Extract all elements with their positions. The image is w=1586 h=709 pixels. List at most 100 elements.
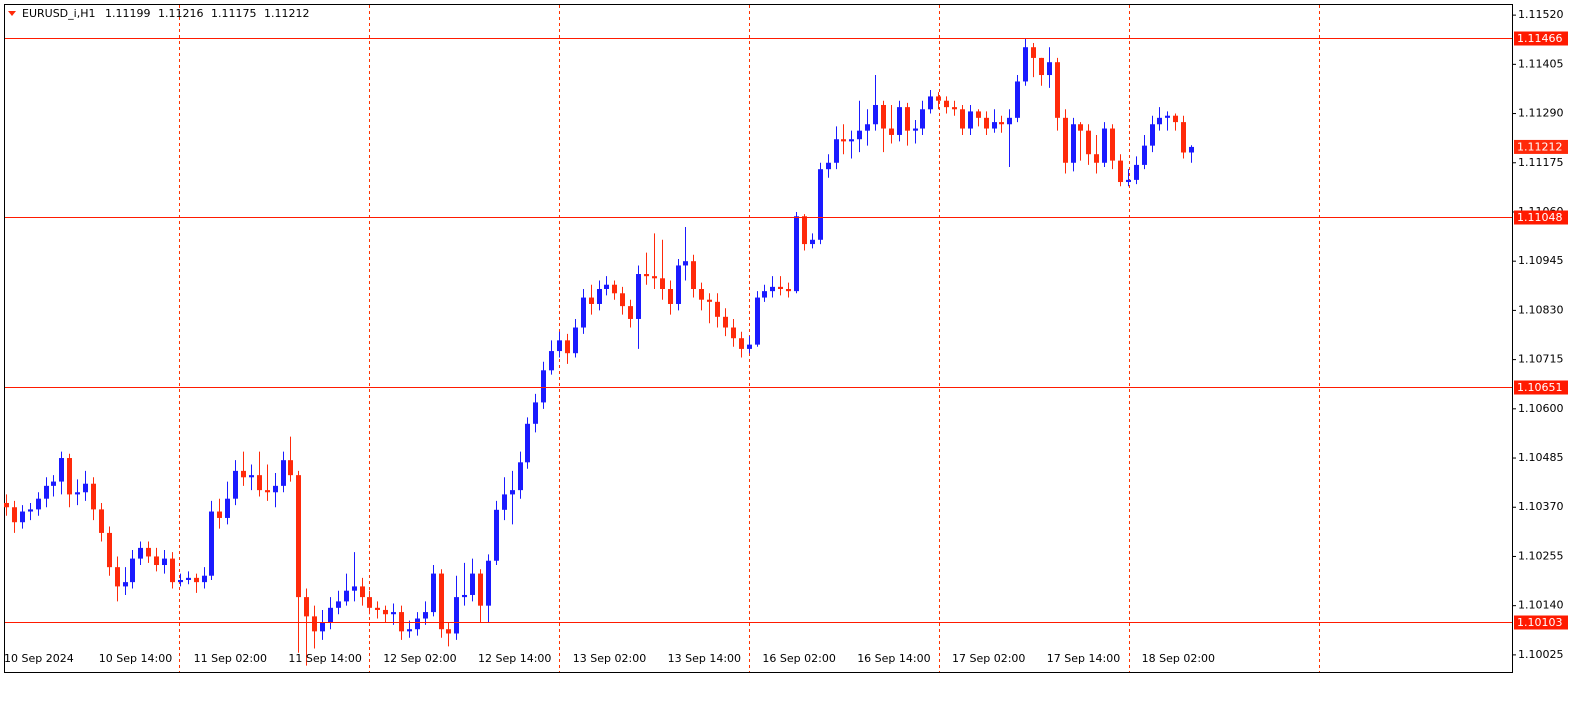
candle-body — [462, 594, 467, 598]
candle-body — [502, 494, 507, 510]
candle-body — [115, 567, 120, 587]
candle-body — [423, 612, 428, 619]
candle-body — [1031, 47, 1036, 58]
candle-body — [99, 509, 104, 533]
candle-body — [715, 301, 720, 317]
candle-body — [20, 511, 25, 523]
price-box-label: 1.11466 — [1517, 32, 1563, 45]
menu-arrow[interactable] — [8, 11, 16, 16]
candle-body — [233, 470, 238, 499]
candle-body — [1007, 117, 1012, 125]
candle-body — [304, 597, 309, 617]
chart-title: EURUSD_i,H1 — [22, 7, 95, 20]
x-tick-label: 12 Sep 14:00 — [478, 652, 551, 665]
candle-body — [344, 590, 349, 602]
candle-body — [470, 573, 475, 595]
candle-body — [1118, 160, 1123, 183]
candle-body — [407, 629, 412, 632]
candle-body — [976, 111, 981, 118]
y-tick-label: 1.10255 — [1518, 549, 1564, 562]
y-tick-label: 1.11405 — [1518, 57, 1564, 70]
candle-body — [707, 299, 712, 302]
candle-body — [123, 582, 128, 587]
candle-body — [810, 239, 815, 245]
x-tick-label: 12 Sep 02:00 — [383, 652, 456, 665]
candle-body — [999, 122, 1004, 125]
header-close: 1.11212 — [264, 7, 310, 20]
candle-body — [881, 104, 886, 129]
candle-body — [209, 511, 214, 576]
candle-body — [138, 547, 143, 559]
candle-body — [897, 107, 902, 135]
candle-body — [1023, 47, 1028, 82]
candle-body — [375, 607, 380, 610]
x-tick-label: 17 Sep 14:00 — [1047, 652, 1120, 665]
candle-body — [1126, 179, 1131, 183]
candle-body — [905, 107, 910, 131]
candle-body — [557, 340, 562, 352]
candle-body — [478, 573, 483, 606]
header-high: 1.11216 — [158, 7, 204, 20]
candle-body — [12, 507, 17, 523]
candle-body — [770, 286, 775, 292]
header-open: 1.11199 — [105, 7, 151, 20]
candle-body — [1181, 122, 1186, 153]
chart-header: EURUSD_i,H1 1.11199 1.11216 1.11175 1.11… — [22, 7, 309, 20]
candle-body — [762, 291, 767, 298]
candle-body — [834, 139, 839, 163]
price-box-label: 1.10651 — [1517, 381, 1563, 394]
candle-body — [486, 560, 491, 606]
x-tick-label: 16 Sep 14:00 — [857, 652, 930, 665]
candle-body — [1102, 128, 1107, 163]
current-price-box — [1514, 139, 1568, 154]
candle-body — [573, 327, 578, 354]
candle-body — [960, 109, 965, 129]
y-tick-label: 1.10025 — [1518, 648, 1564, 661]
candle-body — [691, 261, 696, 290]
candle-body — [51, 481, 56, 486]
candle-body — [683, 261, 688, 266]
candle-body — [178, 579, 183, 583]
candle-body — [1157, 117, 1162, 125]
candle-body — [636, 274, 641, 319]
candle-body — [755, 297, 760, 345]
candle-body — [320, 622, 325, 632]
candle-body — [130, 558, 135, 583]
candle-body — [652, 276, 657, 279]
candle-body — [312, 616, 317, 632]
candle-body — [549, 351, 554, 371]
candle-body — [518, 462, 523, 491]
y-tick-label: 1.10830 — [1518, 303, 1564, 316]
candle-body — [194, 577, 199, 583]
candle-body — [162, 558, 167, 566]
header-low: 1.11175 — [211, 7, 257, 20]
candle-body — [1015, 81, 1020, 118]
x-tick-label: 17 Sep 02:00 — [952, 652, 1025, 665]
candle-body — [731, 327, 736, 339]
candle-body — [865, 124, 870, 131]
candle-body — [747, 344, 752, 349]
candle-body — [597, 289, 602, 304]
candle-body — [399, 612, 404, 632]
x-tick-label: 11 Sep 02:00 — [194, 652, 267, 665]
candle-body — [841, 139, 846, 142]
candle-body — [541, 370, 546, 403]
candle-body — [525, 423, 530, 463]
x-tick-label: 16 Sep 02:00 — [762, 652, 835, 665]
candle-body — [391, 612, 396, 615]
candle-body — [75, 492, 80, 495]
candle-body — [565, 340, 570, 354]
candle-body — [581, 297, 586, 328]
candle-body — [273, 485, 278, 493]
candle-body — [328, 607, 333, 623]
candle-body — [913, 128, 918, 131]
candle-body — [225, 498, 230, 518]
candle-body — [28, 509, 33, 512]
candle-body — [146, 547, 151, 557]
candle-body — [786, 289, 791, 292]
candle-body — [494, 509, 499, 561]
price-box-label: 1.10103 — [1517, 616, 1563, 629]
x-tick-label: 10 Sep 14:00 — [99, 652, 172, 665]
candle-body — [415, 618, 420, 630]
